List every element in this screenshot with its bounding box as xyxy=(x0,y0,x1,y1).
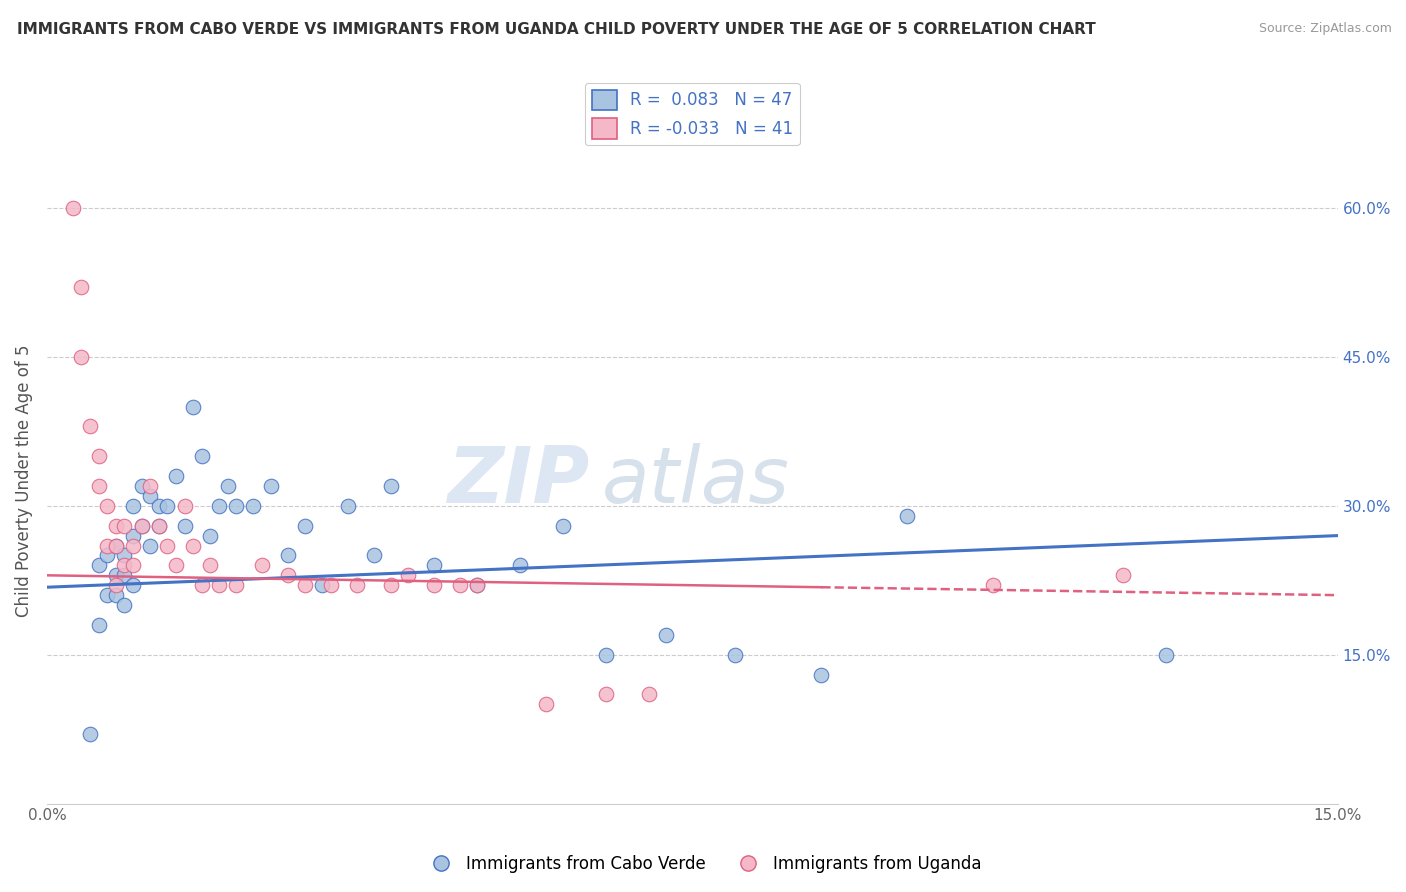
Point xyxy=(217,479,239,493)
Point xyxy=(104,568,127,582)
Point xyxy=(346,578,368,592)
Text: IMMIGRANTS FROM CABO VERDE VS IMMIGRANTS FROM UGANDA CHILD POVERTY UNDER THE AGE: IMMIGRANTS FROM CABO VERDE VS IMMIGRANTS… xyxy=(17,22,1095,37)
Point xyxy=(191,449,214,463)
Point xyxy=(396,568,419,582)
Point xyxy=(156,539,179,553)
Point xyxy=(896,508,918,523)
Point xyxy=(277,549,299,563)
Point xyxy=(294,578,316,592)
Point xyxy=(165,469,187,483)
Point xyxy=(70,350,93,364)
Text: ZIP: ZIP xyxy=(447,443,589,519)
Point xyxy=(724,648,747,662)
Point xyxy=(319,578,342,592)
Point xyxy=(87,449,110,463)
Point xyxy=(277,568,299,582)
Point xyxy=(148,499,170,513)
Point xyxy=(208,578,231,592)
Point xyxy=(87,618,110,632)
Point xyxy=(181,400,204,414)
Point xyxy=(509,558,531,573)
Point xyxy=(96,588,118,602)
Point xyxy=(595,648,617,662)
Point xyxy=(148,518,170,533)
Point xyxy=(173,518,195,533)
Point xyxy=(250,558,273,573)
Point xyxy=(87,558,110,573)
Point xyxy=(534,698,557,712)
Point xyxy=(96,549,118,563)
Point xyxy=(173,499,195,513)
Text: atlas: atlas xyxy=(602,443,790,519)
Point xyxy=(225,578,247,592)
Point xyxy=(191,578,214,592)
Point xyxy=(104,539,127,553)
Point xyxy=(337,499,360,513)
Point xyxy=(96,499,118,513)
Point xyxy=(200,558,222,573)
Point xyxy=(139,489,162,503)
Point xyxy=(112,558,135,573)
Point xyxy=(465,578,488,592)
Point xyxy=(96,539,118,553)
Point xyxy=(363,549,385,563)
Point xyxy=(104,578,127,592)
Point xyxy=(225,499,247,513)
Point xyxy=(122,558,145,573)
Point xyxy=(242,499,264,513)
Point xyxy=(79,419,101,434)
Point xyxy=(122,528,145,542)
Point xyxy=(380,479,402,493)
Point xyxy=(139,539,162,553)
Point xyxy=(70,280,93,294)
Point xyxy=(983,578,1005,592)
Point xyxy=(1154,648,1177,662)
Point xyxy=(87,479,110,493)
Text: Source: ZipAtlas.com: Source: ZipAtlas.com xyxy=(1258,22,1392,36)
Point xyxy=(553,518,575,533)
Point xyxy=(139,479,162,493)
Point xyxy=(104,588,127,602)
Point xyxy=(449,578,471,592)
Point xyxy=(131,479,153,493)
Point xyxy=(112,518,135,533)
Point xyxy=(181,539,204,553)
Point xyxy=(122,499,145,513)
Point xyxy=(104,518,127,533)
Point xyxy=(294,518,316,533)
Point xyxy=(655,628,678,642)
Point xyxy=(131,518,153,533)
Point xyxy=(62,201,84,215)
Point xyxy=(104,539,127,553)
Legend: Immigrants from Cabo Verde, Immigrants from Uganda: Immigrants from Cabo Verde, Immigrants f… xyxy=(418,848,988,880)
Point xyxy=(200,528,222,542)
Point xyxy=(122,539,145,553)
Point xyxy=(122,578,145,592)
Point xyxy=(131,518,153,533)
Point xyxy=(423,558,446,573)
Point xyxy=(208,499,231,513)
Y-axis label: Child Poverty Under the Age of 5: Child Poverty Under the Age of 5 xyxy=(15,344,32,617)
Point xyxy=(423,578,446,592)
Point xyxy=(259,479,281,493)
Legend: R =  0.083   N = 47, R = -0.033   N = 41: R = 0.083 N = 47, R = -0.033 N = 41 xyxy=(585,83,800,145)
Point xyxy=(112,568,135,582)
Point xyxy=(79,727,101,741)
Point xyxy=(112,549,135,563)
Point xyxy=(638,688,661,702)
Point xyxy=(156,499,179,513)
Point xyxy=(112,598,135,612)
Point xyxy=(595,688,617,702)
Point xyxy=(465,578,488,592)
Point xyxy=(810,667,832,681)
Point xyxy=(311,578,333,592)
Point xyxy=(148,518,170,533)
Point xyxy=(380,578,402,592)
Point xyxy=(1111,568,1133,582)
Point xyxy=(165,558,187,573)
